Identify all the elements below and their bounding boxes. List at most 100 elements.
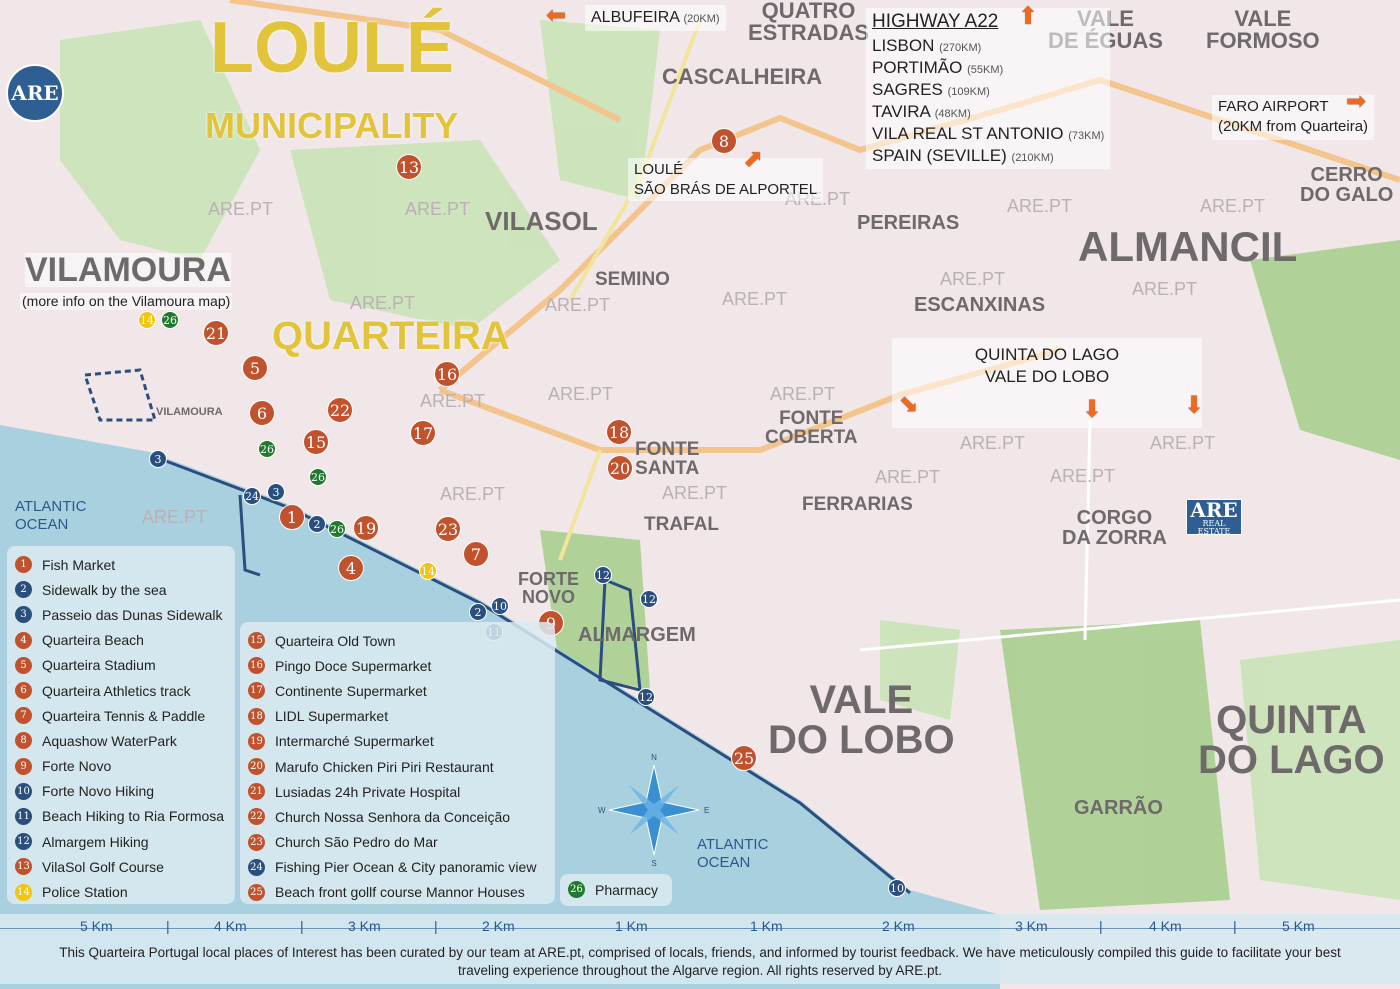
- legend-item[interactable]: 1 Fish Market: [15, 552, 227, 577]
- map-marker-26[interactable]: 26: [309, 468, 327, 486]
- destination-dist: (48KM): [934, 107, 971, 120]
- legend-item[interactable]: 21 Lusiadas 24h Private Hospital: [248, 779, 547, 804]
- legend-item[interactable]: 23 Church São Pedro do Mar: [248, 830, 547, 855]
- albufeira-name: ALBUFEIRA: [591, 9, 680, 26]
- legend-item[interactable]: 25 Beach front gollf course Mannor Houses: [248, 880, 547, 905]
- map-marker-10[interactable]: 10: [888, 879, 906, 897]
- faro-line1: FARO AIRPORT: [1218, 98, 1329, 115]
- map-marker-15[interactable]: 15: [303, 429, 329, 455]
- map-marker-16[interactable]: 16: [434, 361, 460, 387]
- direction-faro-airport[interactable]: FARO AIRPORT (20KM from Quarteira): [1212, 95, 1375, 140]
- arrow-right-icon: ➡: [1346, 88, 1367, 115]
- legend-label: Beach front gollf course Mannor Houses: [275, 884, 525, 901]
- legend-label: Aquashow WaterPark: [42, 732, 177, 749]
- watermark-text: ARE.PT: [440, 484, 506, 504]
- map-marker-19[interactable]: 19: [353, 515, 379, 541]
- legend-label: Intermarché Supermarket: [275, 733, 434, 750]
- legend-label: Fish Market: [42, 556, 116, 573]
- legend-marker: 24: [248, 858, 265, 876]
- map-marker-1[interactable]: 1: [279, 504, 305, 530]
- quinta-line1: QUINTA DO LAGO: [974, 345, 1120, 364]
- map-marker-18[interactable]: 18: [606, 419, 632, 445]
- direction-quinta-vale[interactable]: QUINTA DO LAGO VALE DO LOBO: [892, 338, 1202, 428]
- map-marker-3[interactable]: 3: [267, 483, 285, 501]
- map-marker-12[interactable]: 12: [640, 590, 658, 608]
- legend-item[interactable]: 9 Forte Novo: [15, 754, 227, 779]
- direction-highway[interactable]: HIGHWAY A22 LISBON (270KM) PORTIMÃO (55KM…: [866, 8, 1111, 170]
- map-marker-3[interactable]: 3: [149, 450, 167, 468]
- compass-e: E: [704, 806, 709, 815]
- map-marker-12[interactable]: 12: [637, 688, 655, 706]
- legend-item[interactable]: 3 Passeio das Dunas Sidewalk: [15, 602, 227, 627]
- legend-item[interactable]: 16 Pingo Doce Supermarket: [248, 653, 547, 678]
- legend-marker: 19: [248, 732, 265, 750]
- legend-item[interactable]: 2 Sidewalk by the sea: [15, 577, 227, 602]
- legend-item[interactable]: 7 Quarteira Tennis & Paddle: [15, 703, 227, 728]
- map-marker-12[interactable]: 12: [594, 566, 612, 584]
- scale-label: 2 Km: [482, 918, 515, 934]
- legend-label: Fishing Pier Ocean & City panoramic view: [275, 859, 537, 876]
- are-real-estate-logo[interactable]: ARE REAL ESTATE: [1186, 499, 1242, 536]
- watermark-text: ARE.PT: [960, 433, 1026, 453]
- legend-label: Pingo Doce Supermarket: [275, 657, 432, 674]
- destination-name: PORTIMÃO: [872, 57, 963, 77]
- legend-marker: 4: [15, 631, 32, 649]
- map-marker-5[interactable]: 5: [242, 355, 268, 381]
- map-marker-4[interactable]: 4: [338, 555, 364, 581]
- map-marker-26[interactable]: 26: [328, 520, 346, 538]
- watermark-text: ARE.PT: [350, 293, 416, 313]
- map-marker-25[interactable]: 25: [731, 745, 757, 771]
- watermark-text: ARE.PT: [770, 384, 836, 404]
- map-marker-14[interactable]: 14: [138, 311, 156, 329]
- logo2-sub: REAL ESTATE: [1197, 519, 1231, 536]
- map-marker-24[interactable]: 24: [243, 487, 261, 505]
- legend-item[interactable]: 5 Quarteira Stadium: [15, 653, 227, 678]
- scale-label: 1 Km: [615, 918, 648, 934]
- legend-item[interactable]: 6 Quarteira Athletics track: [15, 678, 227, 703]
- map-marker-23[interactable]: 23: [435, 516, 461, 542]
- legend-item[interactable]: 24 Fishing Pier Ocean & City panoramic vi…: [248, 855, 547, 880]
- legend-item[interactable]: 8 Aquashow WaterPark: [15, 728, 227, 753]
- scale-label: 5 Km: [1282, 918, 1315, 934]
- legend-item[interactable]: 19 Intermarché Supermarket: [248, 729, 547, 754]
- map-marker-10[interactable]: 10: [491, 597, 509, 615]
- legend-item[interactable]: 22 Church Nossa Senhora da Conceição: [248, 804, 547, 829]
- map-marker-6[interactable]: 6: [249, 400, 275, 426]
- legend-item[interactable]: 11 Beach Hiking to Ria Formosa: [15, 804, 227, 829]
- map-marker-8[interactable]: 8: [711, 128, 737, 154]
- legend-item[interactable]: 4 Quarteira Beach: [15, 628, 227, 653]
- map-marker-14[interactable]: 14: [419, 562, 437, 580]
- map-marker-20[interactable]: 20: [607, 455, 633, 481]
- map-marker-22[interactable]: 22: [327, 397, 353, 423]
- legend-item-pharmacy[interactable]: 26 Pharmacy: [568, 877, 664, 902]
- place-label-fortenovo: FORTE NOVO: [518, 569, 579, 607]
- legend-item[interactable]: 10 Forte Novo Hiking: [15, 779, 227, 804]
- place-label-quatro: QUATRO ESTRADAS: [748, 0, 870, 45]
- are-logo[interactable]: ARE: [6, 64, 64, 122]
- legend-item[interactable]: 17 Continente Supermarket: [248, 678, 547, 703]
- map-marker-2[interactable]: 2: [469, 603, 487, 621]
- map-marker-26[interactable]: 26: [258, 440, 276, 458]
- legend-item[interactable]: 13 VilaSol Golf Course: [15, 854, 227, 879]
- direction-loule[interactable]: LOULÉ SÃO BRÁS DE ALPORTEL: [628, 158, 824, 201]
- title-quarteira: QUARTEIRA: [272, 314, 510, 358]
- highway-destination: LISBON (270KM): [872, 35, 1104, 57]
- map-marker-17[interactable]: 17: [410, 420, 436, 446]
- legend-item[interactable]: 12 Almargem Hiking: [15, 829, 227, 854]
- place-label-trafal: TRAFAL: [644, 514, 719, 535]
- legend-item[interactable]: 20 Marufo Chicken Piri Piri Restaurant: [248, 754, 547, 779]
- legend-item[interactable]: 14 Police Station: [15, 879, 227, 904]
- legend-label: Continente Supermarket: [275, 682, 427, 699]
- direction-albufeira[interactable]: ALBUFEIRA (20KM): [585, 5, 726, 31]
- highway-destination: PORTIMÃO (55KM): [872, 57, 1104, 79]
- map-marker-7[interactable]: 7: [463, 541, 489, 567]
- legend-item[interactable]: 15 Quarteira Old Town: [248, 628, 547, 653]
- vilamoura-note[interactable]: (more info on the Vilamoura map): [20, 293, 233, 310]
- map-marker-2[interactable]: 2: [308, 515, 326, 533]
- map-marker-21[interactable]: 21: [203, 320, 229, 346]
- legend-item[interactable]: 18 LIDL Supermarket: [248, 704, 547, 729]
- watermark-text: ARE.PT: [875, 467, 941, 487]
- map-marker-13[interactable]: 13: [396, 154, 422, 180]
- map-marker-26[interactable]: 26: [161, 311, 179, 329]
- scale-label: 4 Km: [1149, 918, 1182, 934]
